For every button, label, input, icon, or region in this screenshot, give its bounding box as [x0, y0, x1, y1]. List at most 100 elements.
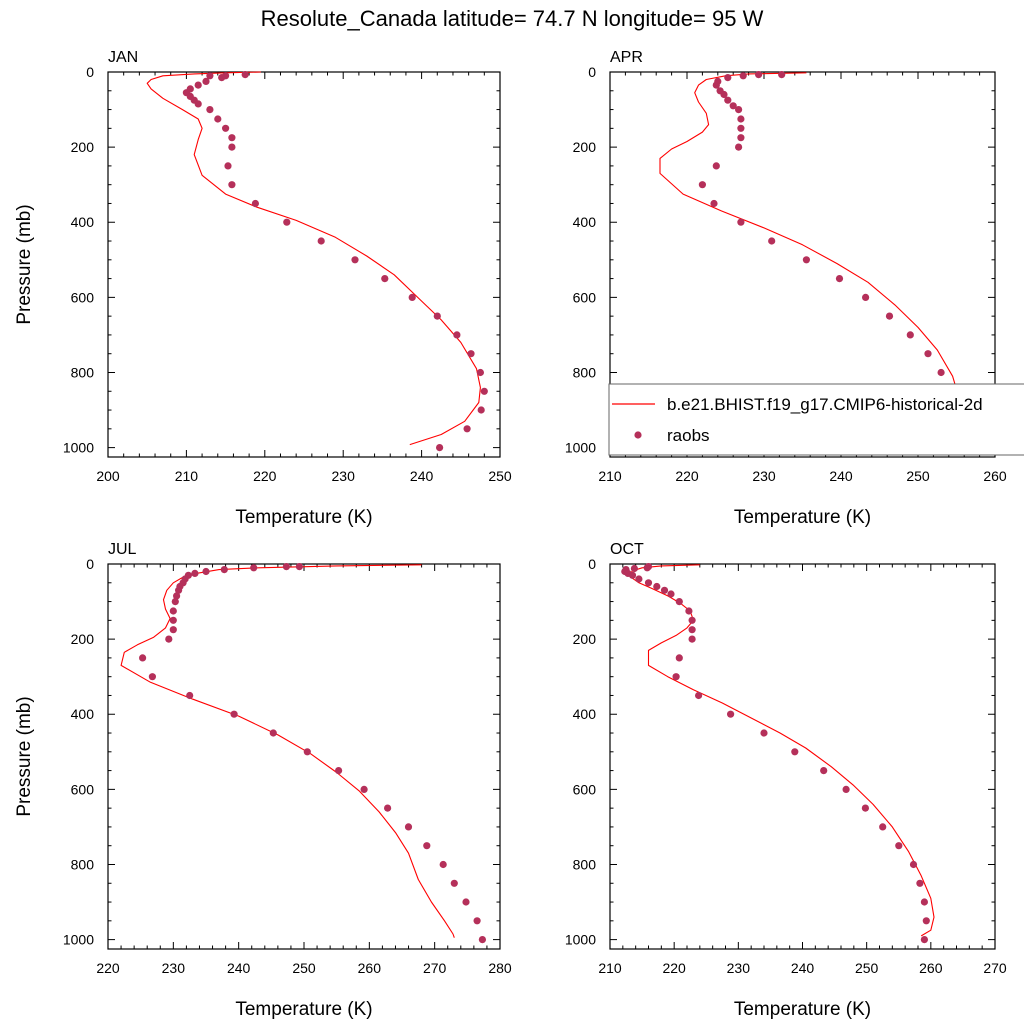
x-tick-label: 250: [488, 468, 512, 484]
raobs-point: [360, 785, 368, 794]
raobs-point: [351, 256, 359, 264]
panel-label: JAN: [108, 49, 138, 66]
raobs-point: [672, 673, 680, 681]
raobs-point: [477, 406, 485, 414]
x-tick-label: 200: [96, 468, 120, 484]
raobs-point: [643, 564, 651, 572]
raobs-point: [169, 607, 177, 615]
raobs-point: [317, 237, 325, 245]
raobs-point: [463, 425, 471, 433]
x-tick-label: 220: [96, 960, 120, 976]
y-tick-label: 0: [86, 556, 94, 572]
raobs-point: [630, 564, 639, 573]
raobs-point: [173, 592, 181, 600]
raobs-point: [467, 350, 475, 358]
raobs-point: [214, 115, 222, 123]
legend: b.e21.BHIST.f19_g17.CMIP6-historical-2d …: [608, 383, 1024, 456]
panel-jul: JUL 220 230 240 250 260 270 280 0 200 400 600 800 100…: [14, 541, 512, 1020]
raobs-point: [842, 785, 850, 794]
raobs-point: [724, 96, 732, 104]
raobs-point: [408, 293, 416, 301]
raobs-point: [688, 616, 696, 624]
y-tick-label: 1000: [63, 440, 94, 456]
legend-obs-dot-marker: [634, 431, 642, 439]
raobs-point: [169, 626, 177, 634]
x-tick-label: 230: [727, 960, 751, 976]
x-axis-title: Temperature (K): [734, 999, 871, 1020]
y-tick-label: 200: [71, 631, 95, 647]
panel-label: APR: [610, 49, 643, 66]
raobs-point: [653, 582, 661, 591]
raobs-point: [404, 823, 413, 831]
raobs-point: [250, 564, 258, 572]
raobs-point: [909, 860, 918, 869]
raobs-point: [480, 387, 488, 395]
raobs-point: [295, 563, 303, 571]
raobs-point: [698, 181, 707, 189]
raobs-point: [737, 124, 745, 132]
raobs-point: [906, 331, 914, 339]
raobs-point: [224, 162, 232, 170]
raobs-point: [423, 842, 431, 850]
raobs-point: [303, 748, 311, 756]
raobs-point: [433, 312, 441, 320]
raobs-point: [476, 368, 484, 377]
raobs-point: [688, 626, 696, 634]
raobs-point: [206, 72, 214, 80]
figure-title: Resolute_Canada latitude= 74.7 N longitu…: [261, 6, 764, 31]
raobs-point: [462, 898, 470, 906]
y-tick-label: 400: [71, 706, 95, 722]
raobs-point: [202, 567, 210, 576]
raobs-point: [473, 917, 481, 925]
raobs-point: [922, 917, 930, 925]
raobs-point: [169, 616, 177, 624]
model-profile-line: [659, 72, 961, 449]
raobs-point: [737, 134, 745, 142]
raobs-point: [916, 879, 924, 887]
x-tick-label: 270: [423, 960, 447, 976]
raobs-point: [937, 368, 945, 377]
raobs-point: [695, 691, 703, 700]
x-tick-label: 220: [675, 468, 699, 484]
raobs-point: [924, 350, 932, 358]
x-tick-label: 230: [162, 960, 186, 976]
raobs-point: [729, 102, 737, 110]
x-tick-label: 280: [488, 960, 512, 976]
raobs-point: [269, 729, 277, 737]
raobs-point: [735, 143, 743, 151]
x-tick-label: 230: [332, 468, 356, 484]
model-profile-line: [146, 71, 481, 446]
raobs-point: [768, 237, 776, 245]
x-tick-label: 240: [410, 468, 434, 484]
panels: JAN 200 210 220 230 240 250 0 200 400 600 800 1000 Te…: [14, 49, 1007, 1020]
y-tick-label: 800: [573, 364, 597, 380]
y-tick-label: 0: [588, 556, 596, 572]
raobs-point: [644, 579, 653, 587]
x-tick-label: 250: [906, 468, 930, 484]
raobs-point: [685, 607, 693, 615]
raobs-point: [453, 331, 461, 339]
model-profile-line: [628, 564, 935, 937]
y-tick-label: 1000: [565, 932, 596, 948]
raobs-point: [920, 936, 929, 944]
raobs-point: [220, 566, 228, 574]
raobs-point: [228, 143, 236, 151]
raobs-point: [737, 218, 745, 226]
y-tick-label: 0: [86, 64, 94, 80]
plot-frame: [609, 563, 996, 950]
raobs-point: [282, 563, 290, 571]
plot-frame: [609, 71, 996, 458]
x-tick-label: 210: [598, 468, 622, 484]
y-tick-label: 600: [71, 289, 95, 305]
raobs-point: [251, 199, 259, 208]
raobs-point: [861, 804, 870, 812]
y-tick-label: 200: [71, 139, 95, 155]
raobs-point: [667, 590, 675, 598]
panel-apr: APR 210 220 230 240 250 260 0 200 400 600 800 1000 Te…: [565, 49, 1007, 528]
y-tick-label: 600: [71, 781, 95, 797]
y-tick-label: 1000: [63, 932, 94, 948]
y-axis-title: Pressure (mb): [14, 204, 35, 324]
raobs-point: [835, 275, 844, 283]
raobs-point: [688, 635, 696, 643]
raobs-point: [802, 256, 811, 264]
